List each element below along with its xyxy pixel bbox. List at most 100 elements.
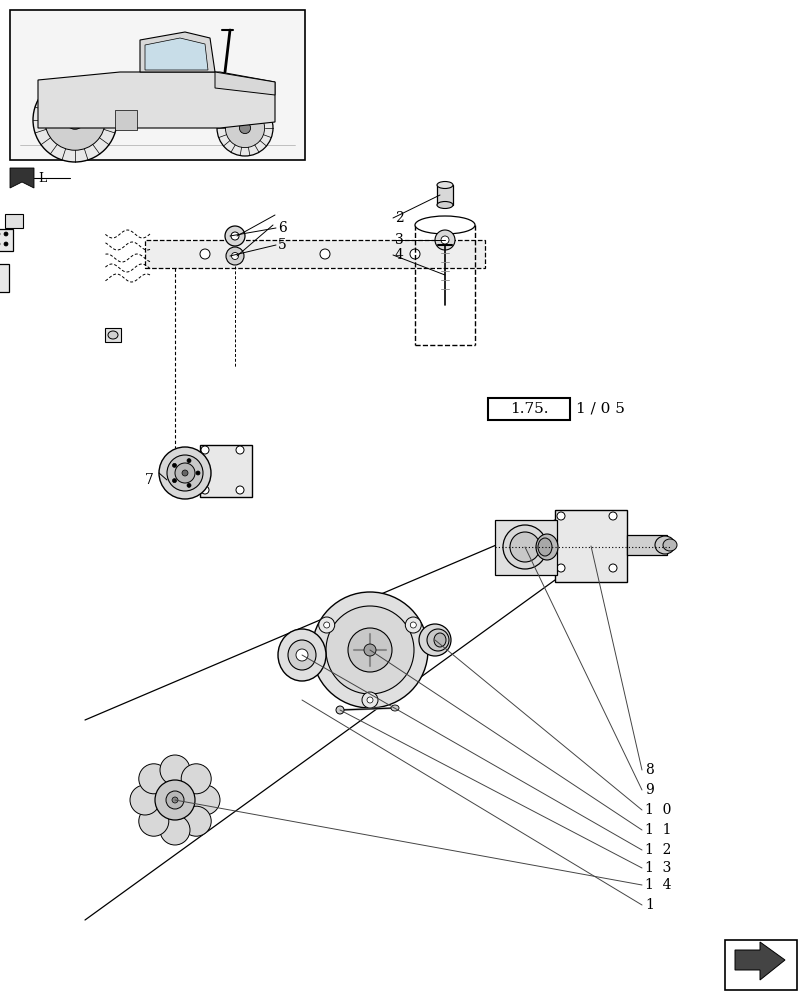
Bar <box>725 940 797 990</box>
Text: 9: 9 <box>645 783 654 797</box>
Text: 6: 6 <box>278 221 287 235</box>
Circle shape <box>236 486 244 494</box>
Polygon shape <box>145 38 208 70</box>
Circle shape <box>435 230 455 250</box>
Circle shape <box>609 564 617 572</box>
Text: 1  2: 1 2 <box>645 843 671 857</box>
Circle shape <box>155 780 195 820</box>
Circle shape <box>410 249 420 259</box>
Polygon shape <box>38 72 275 128</box>
Bar <box>145 240 485 268</box>
Ellipse shape <box>536 534 558 560</box>
Polygon shape <box>10 168 34 188</box>
Circle shape <box>406 617 421 633</box>
Text: 1 / 0 5: 1 / 0 5 <box>576 402 625 416</box>
Circle shape <box>348 628 392 672</box>
Ellipse shape <box>538 538 552 556</box>
Circle shape <box>231 232 239 240</box>
Polygon shape <box>140 32 215 72</box>
Circle shape <box>4 232 8 236</box>
Ellipse shape <box>437 182 453 188</box>
Circle shape <box>410 622 416 628</box>
Circle shape <box>364 644 376 656</box>
Bar <box>115 110 137 130</box>
Circle shape <box>181 806 211 836</box>
Ellipse shape <box>391 705 399 711</box>
Polygon shape <box>735 942 785 980</box>
Text: 1.75.: 1.75. <box>510 402 549 416</box>
Bar <box>200 445 252 497</box>
Circle shape <box>232 252 238 259</box>
Text: 7: 7 <box>145 473 154 487</box>
Ellipse shape <box>655 536 675 554</box>
Circle shape <box>172 797 178 803</box>
Circle shape <box>44 90 105 150</box>
Circle shape <box>362 692 378 708</box>
Polygon shape <box>215 72 275 95</box>
Circle shape <box>312 592 428 708</box>
Circle shape <box>324 622 330 628</box>
Circle shape <box>182 470 188 476</box>
Circle shape <box>172 479 176 483</box>
Bar <box>0 264 9 292</box>
Circle shape <box>201 486 209 494</box>
Circle shape <box>160 755 190 785</box>
Circle shape <box>296 649 308 661</box>
Circle shape <box>166 791 184 809</box>
Circle shape <box>160 815 190 845</box>
Ellipse shape <box>437 202 453 209</box>
Circle shape <box>225 226 245 246</box>
Bar <box>627 535 667 555</box>
Ellipse shape <box>278 629 326 681</box>
Bar <box>5 214 23 228</box>
Circle shape <box>175 463 195 483</box>
Text: 1  3: 1 3 <box>645 861 671 875</box>
Ellipse shape <box>415 216 475 234</box>
Circle shape <box>65 111 84 129</box>
Text: 1  1: 1 1 <box>645 823 671 837</box>
Circle shape <box>217 100 273 156</box>
Text: 1  0: 1 0 <box>645 803 671 817</box>
Text: 3: 3 <box>395 233 404 247</box>
Circle shape <box>367 697 373 703</box>
Circle shape <box>320 249 330 259</box>
Circle shape <box>190 785 220 815</box>
Ellipse shape <box>663 539 677 551</box>
Circle shape <box>181 764 211 794</box>
Bar <box>0 229 13 251</box>
Text: 2: 2 <box>395 211 404 225</box>
Ellipse shape <box>108 331 118 339</box>
Circle shape <box>33 78 117 162</box>
Circle shape <box>139 764 169 794</box>
Bar <box>555 510 627 582</box>
Text: 4: 4 <box>395 248 404 262</box>
Text: 1  4: 1 4 <box>645 878 671 892</box>
Ellipse shape <box>427 629 449 651</box>
Circle shape <box>225 108 264 148</box>
Ellipse shape <box>434 633 446 647</box>
Circle shape <box>441 236 449 244</box>
Bar <box>437 185 453 205</box>
Circle shape <box>226 247 244 265</box>
Text: L: L <box>38 172 46 184</box>
Circle shape <box>201 446 209 454</box>
Ellipse shape <box>288 640 316 670</box>
Circle shape <box>239 122 250 134</box>
Ellipse shape <box>510 532 540 562</box>
Bar <box>495 520 557 575</box>
Circle shape <box>609 512 617 520</box>
Circle shape <box>200 249 210 259</box>
Circle shape <box>557 564 565 572</box>
Circle shape <box>4 242 8 246</box>
Circle shape <box>236 446 244 454</box>
Text: 1: 1 <box>645 898 654 912</box>
Circle shape <box>326 606 414 694</box>
Circle shape <box>336 706 344 714</box>
Text: 8: 8 <box>645 763 654 777</box>
Circle shape <box>130 785 160 815</box>
Bar <box>10 10 305 160</box>
Ellipse shape <box>419 624 451 656</box>
Bar <box>105 328 121 342</box>
Circle shape <box>187 483 191 487</box>
Circle shape <box>159 447 211 499</box>
